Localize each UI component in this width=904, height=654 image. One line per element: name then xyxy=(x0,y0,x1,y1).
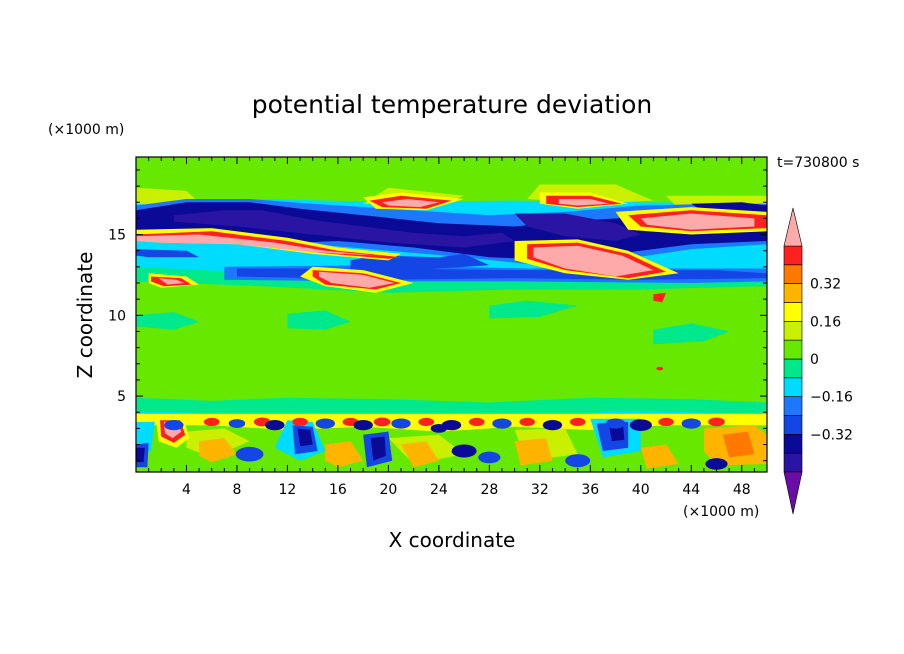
contour-spot-9 xyxy=(373,417,391,427)
contour-region-39 xyxy=(382,199,439,208)
contour-spot-28 xyxy=(478,451,501,464)
colorbar-label-0: −0.32 xyxy=(810,427,853,443)
contour-spot-27 xyxy=(705,458,728,470)
contour-spot-5 xyxy=(292,417,308,427)
contour-region-42 xyxy=(653,292,666,303)
contour-region-38 xyxy=(640,213,755,230)
contour-spot-10 xyxy=(391,418,411,429)
colorbar-box-2 xyxy=(783,415,803,435)
colorbar-box-5 xyxy=(783,358,803,379)
x-unit-label: (×1000 m) xyxy=(683,504,759,520)
y-unit-label: (×1000 m) xyxy=(48,122,124,138)
contour-spot-2 xyxy=(228,419,246,428)
contour-region-40 xyxy=(558,199,610,206)
contour-region-51 xyxy=(401,441,439,468)
contour-region-3 xyxy=(489,300,578,319)
contour-region-2 xyxy=(287,310,351,330)
colorbar-label-1: −0.16 xyxy=(810,390,853,406)
contour-spot-29 xyxy=(656,366,664,371)
x-tick-label-44: 44 xyxy=(682,482,700,498)
x-axis-label: X coordinate xyxy=(389,528,516,552)
colorbar-label-3: 0.16 xyxy=(810,314,841,330)
contour-region-35 xyxy=(136,234,376,256)
y-axis: 5 10 15 xyxy=(108,169,767,462)
time-label: t=730800 s xyxy=(777,155,859,171)
x-axis: 4 8 12 16 20 24 28 32 36 40 44 48 xyxy=(148,157,755,498)
x-tick-label-24: 24 xyxy=(430,482,448,498)
contour-region-36 xyxy=(319,271,395,288)
contour-regions xyxy=(136,176,767,472)
contour-spot-16 xyxy=(542,420,563,431)
contour-region-66 xyxy=(136,447,145,463)
colorbar-box-4 xyxy=(783,377,803,397)
contour-spot-26 xyxy=(565,454,591,468)
x-tick-label-36: 36 xyxy=(581,482,599,498)
x-tick-label-48: 48 xyxy=(733,482,751,498)
contour-region-41 xyxy=(158,278,184,285)
contour-spot-18 xyxy=(605,418,626,429)
colorbar-box-10 xyxy=(783,264,803,284)
contour-region-17 xyxy=(514,213,641,241)
x-tick-label-28: 28 xyxy=(480,482,498,498)
contour-spot-21 xyxy=(681,418,701,429)
colorbar-max-arrow xyxy=(783,207,803,247)
x-tick-label-12: 12 xyxy=(279,482,297,498)
chart-title: potential temperature deviation xyxy=(252,90,652,119)
contour-spot-19 xyxy=(629,419,652,431)
contour-region-55 xyxy=(722,431,755,458)
contour-spot-13 xyxy=(468,417,485,427)
colorbar-box-9 xyxy=(783,283,803,303)
contour-spot-0 xyxy=(164,420,184,431)
colorbar-box-7 xyxy=(783,320,803,341)
colorbar-min-arrow xyxy=(783,471,803,515)
contour-spot-1 xyxy=(203,417,220,427)
y-tick-label-5: 5 xyxy=(117,389,126,405)
colorbar-box-8 xyxy=(783,302,803,322)
contour-region-16 xyxy=(173,210,515,248)
contour-spot-4 xyxy=(265,420,285,431)
contour-region-65 xyxy=(609,425,625,442)
contour-region-50 xyxy=(325,441,364,468)
x-tick-label-32: 32 xyxy=(531,482,549,498)
contour-spot-15 xyxy=(519,417,536,427)
contour-spot-17 xyxy=(569,417,586,427)
colorbar-box-1 xyxy=(783,433,803,454)
contour-spot-14 xyxy=(492,418,512,429)
colorbar-box-0 xyxy=(783,452,803,473)
contour-region-52 xyxy=(514,438,553,466)
contour-spot-22 xyxy=(708,417,725,427)
colorbar-label-2: 0 xyxy=(810,352,819,368)
x-tick-label-16: 16 xyxy=(329,482,347,498)
contour-spot-20 xyxy=(658,417,674,427)
contour-spot-8 xyxy=(353,420,373,431)
contour-region-63 xyxy=(297,428,313,447)
contour-spot-23 xyxy=(430,423,448,433)
colorbar-box-11 xyxy=(783,245,803,266)
colorbar-box-6 xyxy=(783,339,803,360)
contour-spot-24 xyxy=(235,446,264,462)
y-tick-label-15: 15 xyxy=(108,228,126,244)
contour-region-20 xyxy=(136,249,200,258)
contour-region-53 xyxy=(640,444,679,469)
x-tick-label-40: 40 xyxy=(632,482,650,498)
contour-region-64 xyxy=(370,436,386,461)
contour-region-49 xyxy=(199,438,237,463)
contour-spot-11 xyxy=(418,417,435,427)
colorbar-label-4: 0.32 xyxy=(810,277,841,293)
x-tick-label-8: 8 xyxy=(232,482,241,498)
x-tick-label-4: 4 xyxy=(182,482,191,498)
y-tick-label-10: 10 xyxy=(108,308,126,324)
contour-region-37 xyxy=(533,245,654,277)
contour-spot-25 xyxy=(451,444,477,458)
colorbar-box-3 xyxy=(783,396,803,416)
y-axis-label: Z coordinate xyxy=(73,252,97,379)
colorbar: −0.32 −0.16 0 0.16 0.32 xyxy=(783,207,853,515)
x-tick-label-20: 20 xyxy=(379,482,397,498)
contour-spot-6 xyxy=(315,418,335,429)
contour-region-1 xyxy=(136,312,200,330)
contour-region-4 xyxy=(653,323,730,345)
